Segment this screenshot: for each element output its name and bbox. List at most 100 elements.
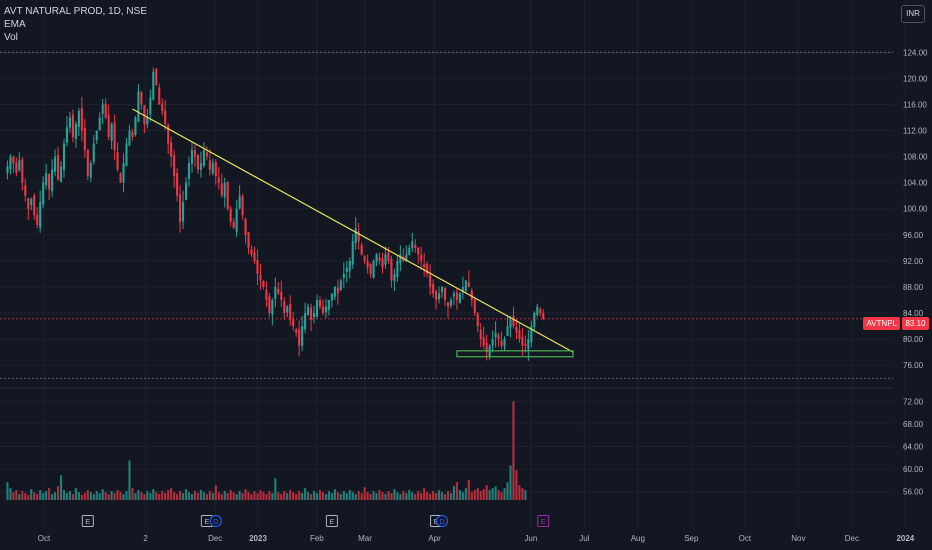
volume-bar	[161, 491, 164, 500]
candle-body	[399, 254, 402, 264]
ema-indicator-label[interactable]: EMA	[4, 19, 26, 30]
candle-body	[289, 303, 292, 320]
volume-bar	[509, 465, 512, 500]
volume-bar	[500, 492, 503, 500]
candle-body	[235, 208, 238, 232]
candle-body	[161, 103, 164, 111]
volume-bar	[301, 493, 304, 500]
event-badges[interactable]: EEDEEDE	[81, 515, 550, 527]
volume-bar	[503, 488, 506, 500]
volume-bar	[488, 490, 491, 500]
volume-bar	[506, 482, 509, 500]
volume-bar	[143, 494, 146, 500]
volume-bar	[137, 490, 140, 500]
candle-body	[485, 342, 488, 353]
candle-body	[39, 202, 42, 228]
volume-bar	[57, 486, 60, 500]
volume-bar	[399, 494, 402, 500]
volume-bar	[18, 494, 21, 500]
volume-bar	[21, 491, 24, 500]
volume-bar	[438, 490, 441, 500]
candle-body	[396, 260, 399, 277]
price-tick-label: 84.00	[903, 309, 924, 318]
volume-bar	[27, 495, 30, 500]
volume-bar	[262, 492, 265, 500]
volume-bar	[485, 485, 488, 500]
volume-bar	[521, 488, 524, 500]
candle-body	[321, 306, 325, 314]
volume-bar	[494, 486, 497, 500]
candle-body	[6, 166, 9, 173]
candle-body	[524, 343, 527, 346]
volume-bar	[164, 493, 167, 500]
candle-body	[408, 247, 411, 256]
volume-bar	[6, 482, 9, 500]
dividend-badge	[209, 515, 222, 527]
volume-bar	[423, 488, 426, 500]
candle-body	[77, 110, 80, 127]
time-axis[interactable]: Oct 2 Dec 2023 Feb Mar Apr Jun Jul Aug Sep Oct Nov De…	[38, 534, 932, 543]
candle-body	[27, 198, 30, 209]
candle-body	[467, 282, 470, 287]
volume-bar	[146, 491, 149, 500]
volume-bar	[77, 492, 80, 500]
volume-bar	[363, 487, 366, 500]
candle-body	[327, 300, 330, 310]
candle-body	[330, 293, 333, 301]
volume-bar	[9, 488, 12, 500]
candle-body	[262, 281, 265, 287]
volume-bar	[321, 492, 325, 500]
volume-bar	[24, 493, 27, 500]
candle-body	[247, 232, 250, 248]
volume-bar	[524, 490, 527, 500]
candle-body	[307, 306, 310, 316]
candle-body	[360, 245, 363, 255]
time-tick-label: 2	[143, 534, 148, 543]
event-badge-label: E	[329, 517, 334, 526]
candle-body	[107, 115, 110, 138]
volume-bar	[429, 494, 432, 500]
candle-body	[33, 195, 36, 216]
volume-bar	[396, 492, 399, 500]
time-tick-label: Oct	[38, 534, 51, 543]
volume-bar	[116, 490, 119, 500]
drawings[interactable]	[0, 51, 893, 379]
volume-bar	[238, 491, 241, 500]
candle-body	[21, 159, 24, 183]
volume-bar	[173, 492, 176, 500]
volume-bar	[381, 492, 384, 500]
candle-body	[384, 254, 387, 265]
volume-bar	[414, 494, 417, 500]
candle-body	[390, 258, 393, 281]
symbol-title[interactable]: AVT NATURAL PROD, 1D, NSE	[4, 6, 147, 17]
volume-bar	[104, 492, 107, 500]
volume-bar	[184, 489, 188, 500]
volume-bar	[512, 401, 515, 500]
volume-bar	[196, 493, 199, 500]
last-price-ticker-label: AVTNPL	[863, 317, 900, 330]
candle-body	[304, 313, 307, 330]
candle-body	[182, 202, 185, 222]
currency-button[interactable]: INR	[901, 5, 925, 23]
volume-bar	[253, 491, 256, 500]
descending-trendline	[132, 108, 574, 353]
candle-body	[164, 110, 167, 124]
candle-body	[131, 131, 134, 138]
volume-bar	[193, 491, 197, 500]
volume-bar	[393, 489, 396, 500]
candle-body	[30, 198, 33, 206]
candle-body	[274, 286, 277, 300]
candle-body	[363, 255, 366, 261]
event-badge-label: D	[213, 517, 219, 526]
volume-bar	[446, 491, 450, 500]
candle-body	[211, 163, 214, 174]
volume-indicator-label[interactable]: Vol	[4, 32, 18, 43]
price-tick-label: 116.00	[903, 100, 927, 109]
chart-legend[interactable]: AVT NATURAL PROD, 1D, NSE EMA Vol	[4, 5, 147, 44]
volume-bar	[402, 491, 405, 500]
volume-bar	[244, 489, 247, 500]
candle-body	[119, 173, 122, 183]
price-axis[interactable]: 124.00 120.00 116.00 112.00 108.00 104.00 100.…	[903, 48, 928, 496]
volume-bar	[330, 493, 333, 500]
